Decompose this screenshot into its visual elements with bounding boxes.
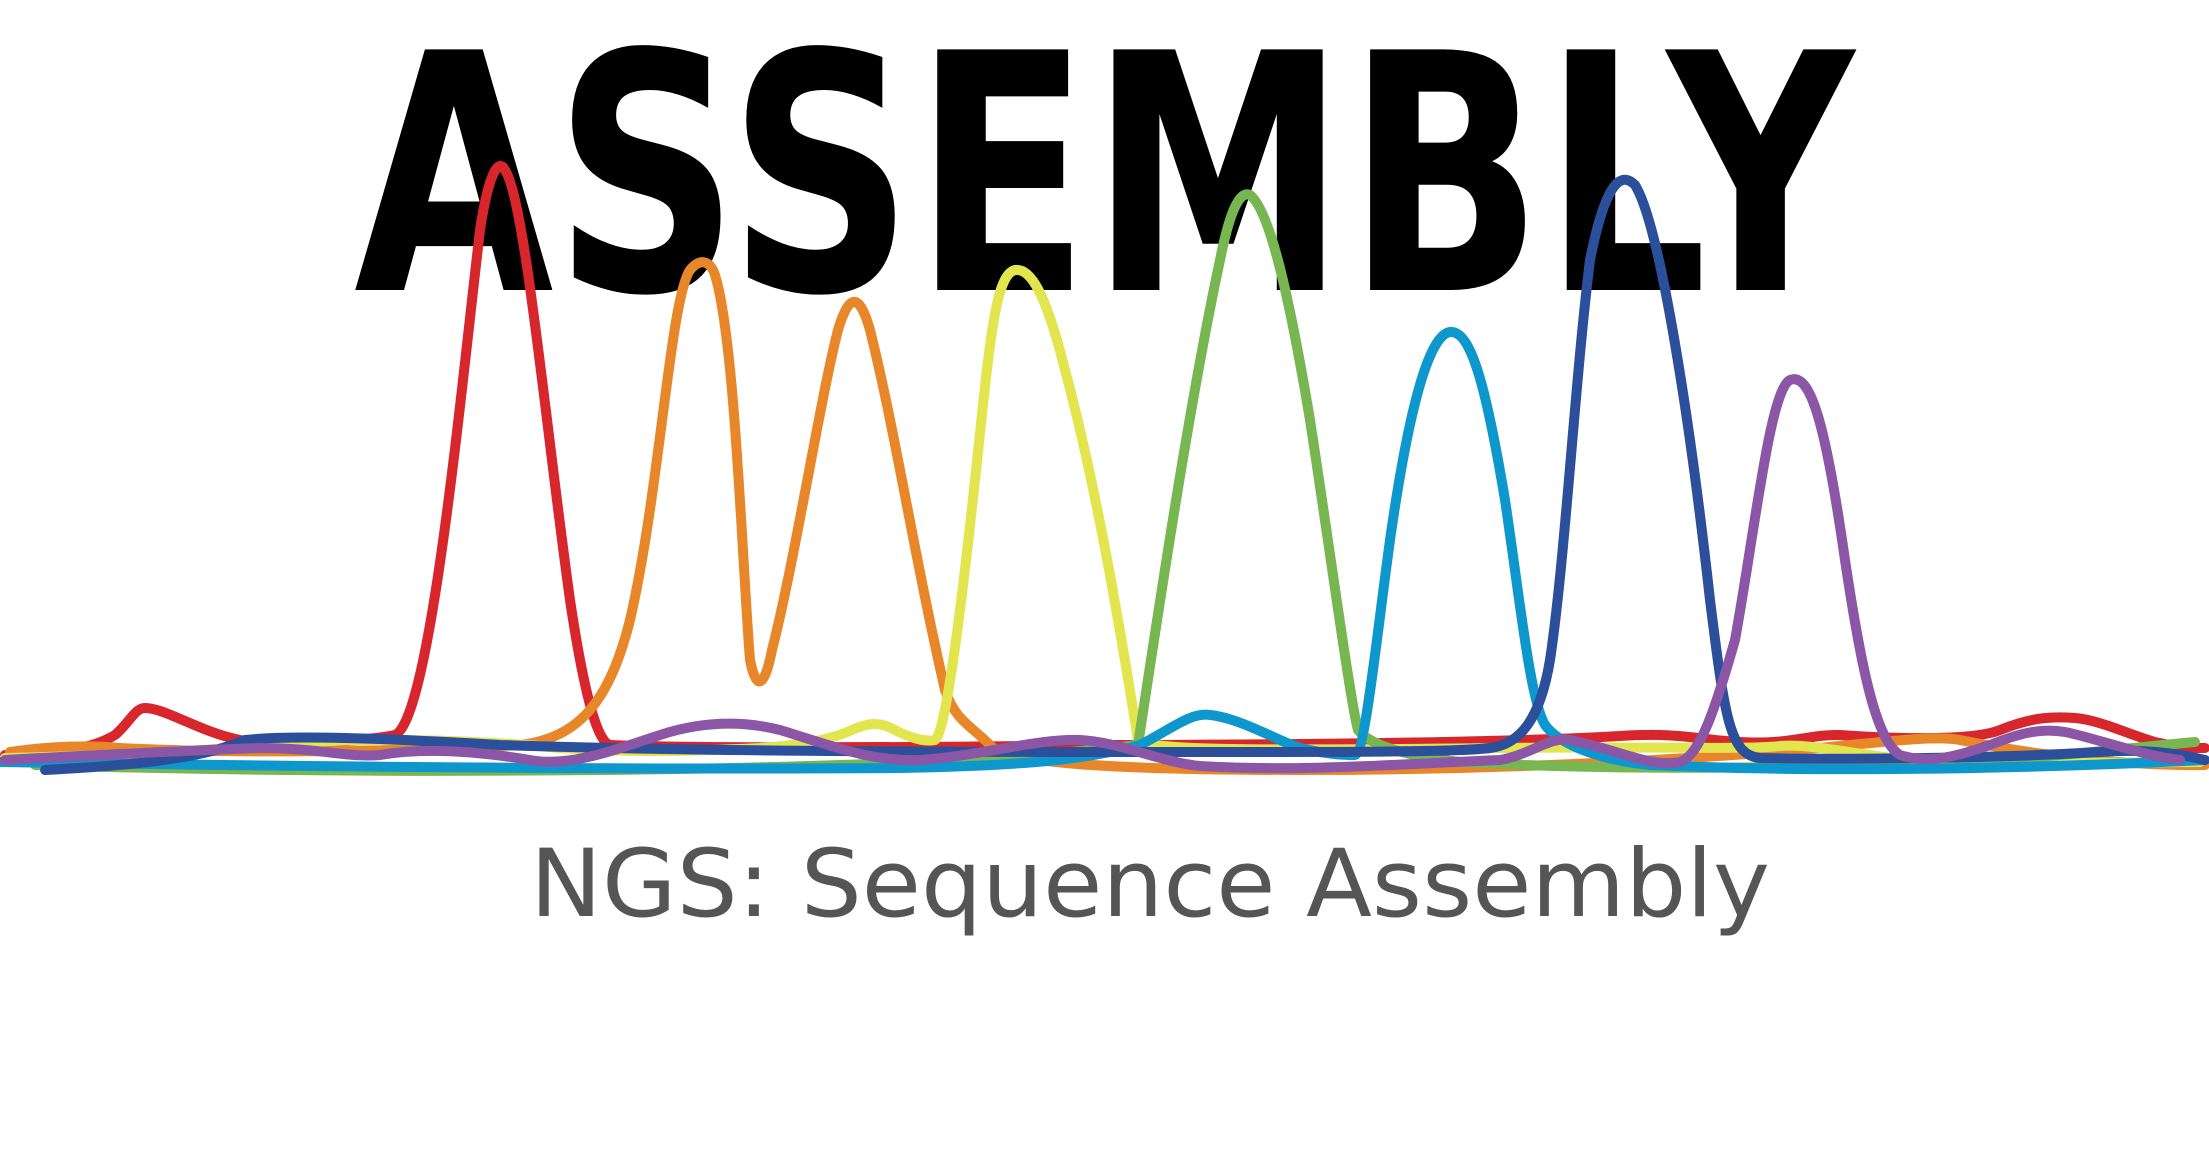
cyan-trace: [0, 327, 2209, 775]
chromatogram-traces: [0, 161, 2209, 776]
navy-trace: [40, 174, 2209, 775]
title-text: ASSEMBLY: [354, 0, 1857, 368]
purple-trace: [0, 374, 2185, 774]
subtitle-text: NGS: Sequence Assembly: [530, 830, 1770, 939]
